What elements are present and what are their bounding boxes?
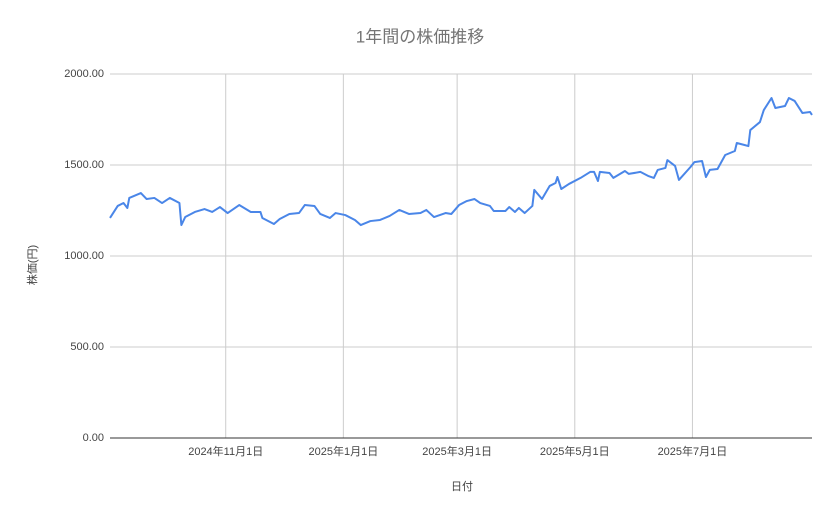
x-tick-label: 2025年1月1日 [308, 444, 378, 458]
x-axis-title: 日付 [451, 480, 473, 493]
x-tick-label: 2025年5月1日 [540, 444, 610, 458]
y-tick-label: 500.00 [70, 341, 104, 353]
y-tick-label: 1000.00 [64, 250, 104, 262]
x-tick-label: 2025年3月1日 [422, 444, 492, 458]
x-tick-label: 2024年11月1日 [188, 444, 263, 458]
data-line [109, 97, 813, 227]
y-tick-label: 1500.00 [64, 159, 104, 171]
y-axis-title: 株価(円) [25, 245, 39, 285]
x-tick-label: 2025年7月1日 [658, 444, 728, 458]
chart-title: 1年間の株価推移 [356, 27, 484, 46]
y-tick-label: 0.00 [83, 432, 104, 444]
y-tick-label: 2000.00 [64, 68, 104, 80]
